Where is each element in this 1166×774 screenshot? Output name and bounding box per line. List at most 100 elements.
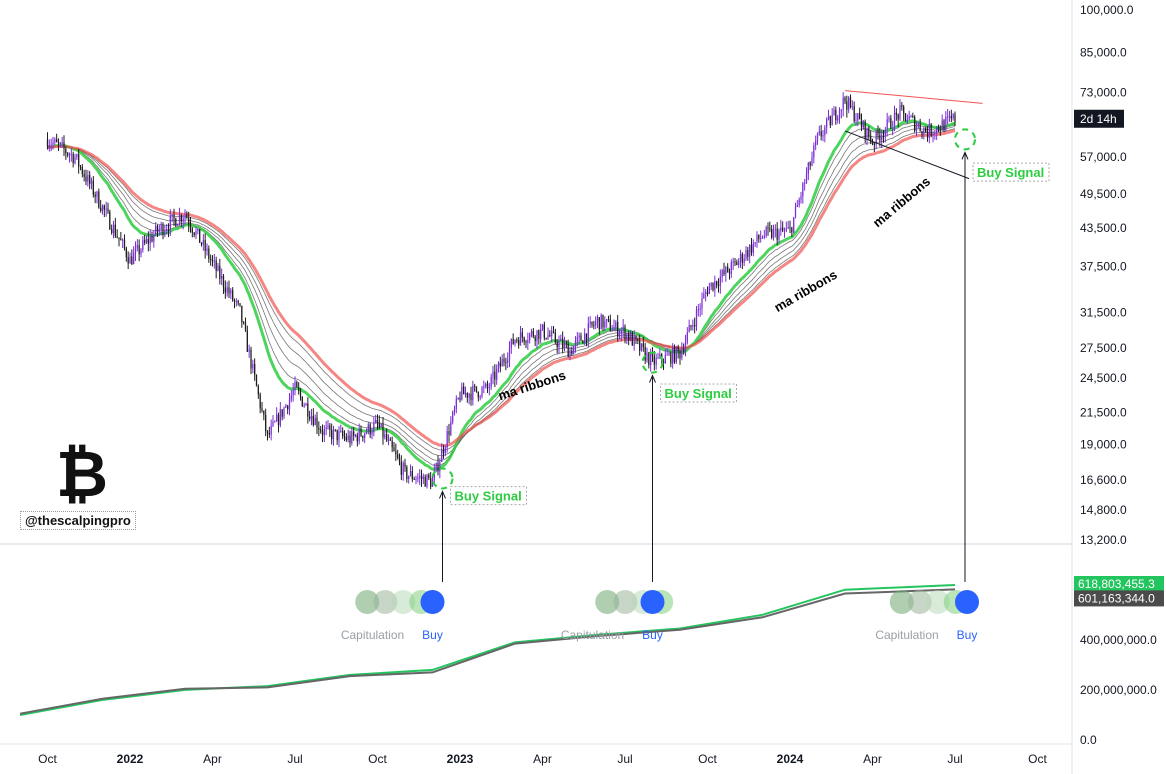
candle-body	[950, 116, 952, 119]
candle-body	[477, 391, 479, 398]
candle-body	[133, 253, 135, 265]
x-tick-label: Jul	[617, 752, 632, 766]
candle-body	[228, 287, 230, 294]
candle-body	[215, 260, 217, 271]
candle-body	[455, 398, 457, 409]
candle-body	[855, 120, 857, 122]
x-tick-label: 2023	[447, 752, 474, 766]
y-tick-label: 14,800.0	[1080, 503, 1127, 517]
candle-body	[107, 208, 109, 212]
candle-body	[523, 337, 525, 342]
candle-body	[257, 386, 259, 395]
candle-body	[298, 387, 300, 392]
candle-body	[222, 275, 225, 288]
candle-body	[580, 335, 582, 341]
candle-body	[226, 287, 228, 293]
candle-body	[750, 244, 753, 253]
candle-body	[70, 153, 72, 155]
candle-body	[631, 332, 633, 346]
candle-body	[884, 129, 886, 137]
candle-body	[144, 240, 146, 243]
candle-body	[554, 332, 556, 343]
candle-body	[912, 116, 914, 118]
candle-body	[479, 396, 481, 398]
buy-label: Buy	[422, 628, 443, 642]
candle-body	[606, 319, 608, 322]
candle-body	[468, 393, 470, 398]
countdown-badge	[1074, 109, 1124, 128]
candle-body	[840, 109, 842, 111]
candle-body	[92, 180, 94, 195]
candle-body	[908, 116, 910, 120]
candle-body	[793, 217, 795, 233]
candle-body	[860, 119, 863, 128]
candle-body	[584, 333, 586, 344]
author-handle: @thescalpingpro	[20, 511, 136, 530]
candle-body	[816, 133, 819, 141]
y-tick-label: 24,500.0	[1080, 371, 1127, 385]
candle-body	[567, 343, 569, 358]
candle-body	[864, 121, 866, 139]
candle-body	[921, 131, 923, 135]
candle-body	[474, 385, 476, 387]
candle-body	[171, 214, 173, 217]
bitcoin-logo: ₿	[55, 438, 109, 512]
candle-body	[521, 332, 523, 338]
candle-body	[186, 214, 188, 219]
candle-body	[167, 229, 170, 231]
candle-body	[604, 321, 606, 328]
candle-body	[761, 237, 764, 239]
candle-body	[727, 267, 729, 273]
candle-body	[389, 439, 391, 441]
candle-body	[219, 265, 221, 279]
candle-body	[771, 228, 773, 238]
candle-body	[288, 399, 291, 410]
candle-body	[206, 248, 208, 251]
candle-body	[140, 249, 142, 255]
candle-body	[595, 321, 597, 326]
candle-body	[613, 326, 615, 331]
candle-body	[237, 300, 239, 304]
candle-body	[255, 374, 258, 387]
candle-body	[534, 336, 536, 342]
candle-body	[177, 224, 179, 227]
candle-body	[199, 228, 201, 243]
candle-body	[72, 153, 74, 163]
candle-body	[116, 236, 118, 238]
candle-body	[668, 353, 670, 355]
capitulation-dot	[907, 590, 932, 614]
candle-body	[699, 308, 701, 310]
candle-body	[241, 305, 243, 323]
candle-body	[294, 381, 296, 391]
candle-body	[805, 173, 808, 183]
candle-body	[890, 118, 892, 129]
candle-body	[508, 347, 511, 360]
candle-body	[904, 113, 907, 122]
candle-body	[730, 262, 732, 274]
candle-body	[101, 205, 104, 211]
candle-body	[89, 175, 91, 184]
candle-body	[111, 229, 113, 233]
candle-body	[516, 339, 518, 341]
candle-body	[263, 410, 265, 415]
candle-body	[776, 228, 778, 240]
candle-body	[618, 333, 621, 337]
candle-body	[59, 142, 61, 144]
candle-body	[857, 113, 859, 121]
candle-body	[52, 142, 54, 145]
candle-body	[118, 237, 120, 240]
candle-body	[932, 134, 934, 136]
candle-body	[67, 153, 69, 156]
candle-body	[155, 225, 157, 235]
candle-body	[343, 436, 346, 438]
candle-body	[488, 387, 490, 389]
candle-body	[122, 239, 124, 241]
candle-body	[626, 333, 628, 340]
buy-signal-label: Buy Signal	[455, 489, 522, 504]
candle-body	[204, 240, 206, 251]
candle-body	[754, 242, 756, 244]
buy-signal-circle	[641, 351, 664, 374]
axes: 100,000.0 85,000.0 73,000.0 57,000.0 49,500.…	[38, 3, 1164, 766]
candle-body	[651, 353, 654, 357]
capitulation-dot	[355, 590, 380, 614]
